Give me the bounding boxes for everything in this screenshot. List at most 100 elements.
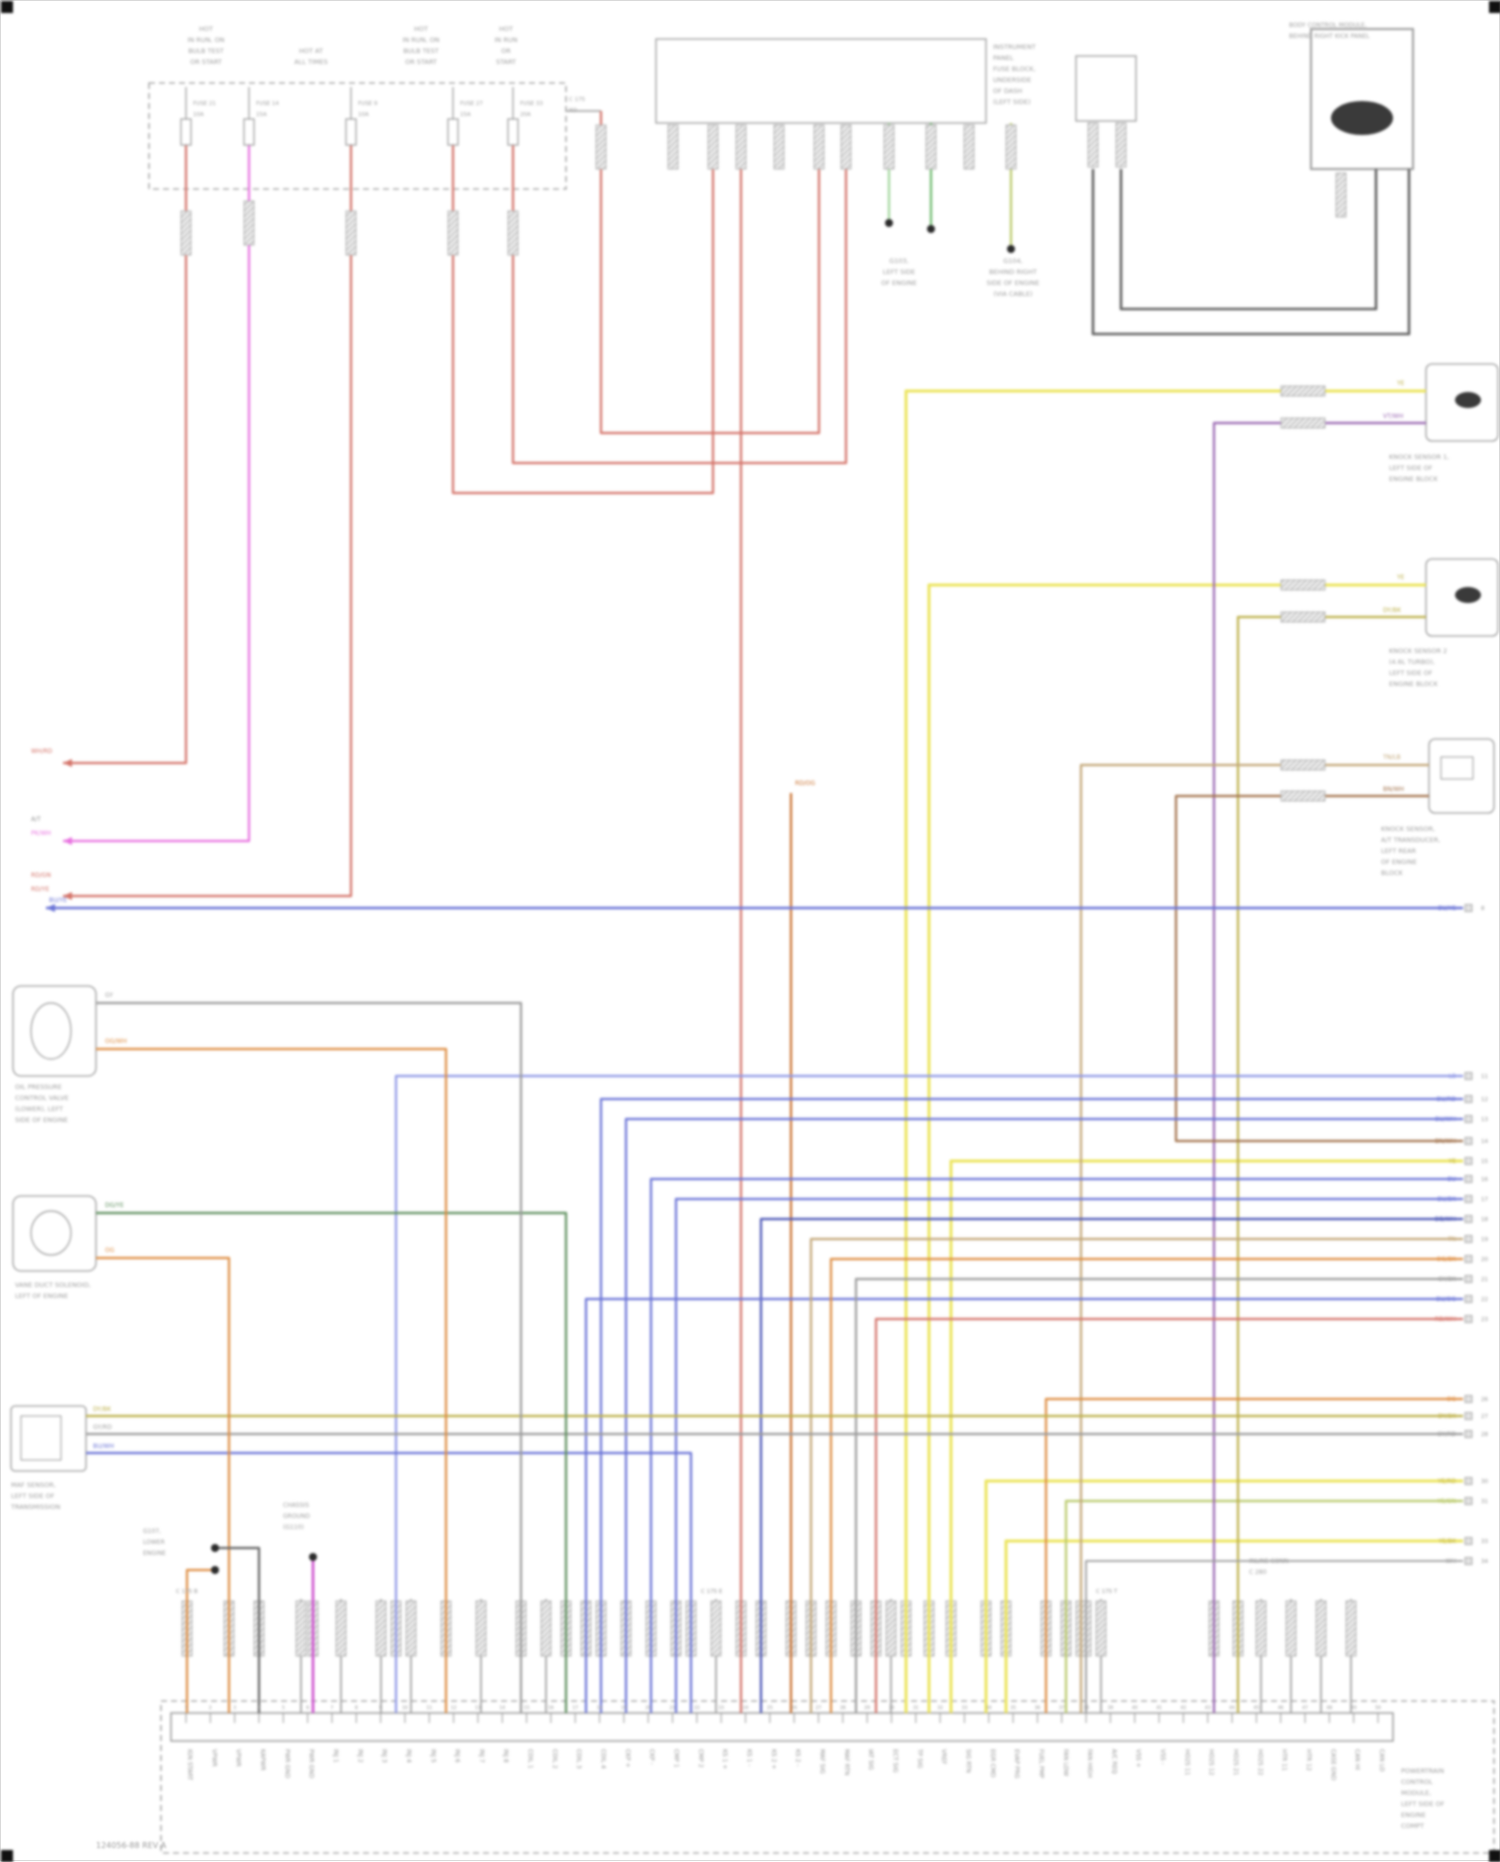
wire-orange (1044, 1397, 1463, 1713)
connector-stub (707, 124, 719, 170)
label: BULB TEST (403, 47, 439, 55)
pin-number: 8 (1481, 906, 1485, 912)
pin-number: 16 (1481, 1177, 1488, 1183)
label: OIL PRESSURE (15, 1083, 62, 1091)
connector-stub (1005, 124, 1017, 170)
label: (VIA CABLE) (993, 290, 1032, 298)
pin-number: 21 (670, 1705, 676, 1711)
pin-number: 9 (379, 1705, 382, 1711)
pin-label: INJ 3 (381, 1749, 388, 1763)
wire-code-label: DG/YE (105, 1202, 124, 1209)
label: 20A (520, 112, 531, 118)
solenoid-box (12, 1195, 97, 1272)
pin-number: 11 (426, 1705, 432, 1711)
label: 10A (358, 112, 369, 118)
wire-code-label: BU/YE (1438, 905, 1456, 912)
pin-number: 40 (1132, 1705, 1138, 1711)
pin-label: PWR GND (283, 1749, 290, 1779)
wire-code-label: BU/RD (1437, 1096, 1457, 1103)
pin-number: 35 (1010, 1705, 1016, 1711)
wire-blue (599, 1097, 1463, 1713)
pcm-pin (1464, 1557, 1473, 1565)
label: 15A (256, 112, 267, 118)
label: CONTROL (1401, 1778, 1433, 1786)
pin-number: 8 (355, 1705, 358, 1711)
wire-code-label: GY/RD (93, 1424, 112, 1431)
wire-brown (1174, 794, 1463, 1143)
pcm-pin (1464, 1157, 1473, 1165)
connector-stub (735, 124, 747, 170)
label: G107, (143, 1528, 161, 1535)
wire-blue (86, 1451, 693, 1713)
label: BLOCK (1381, 869, 1404, 877)
wire-red (874, 1317, 1463, 1713)
label: (LEFT SIDE) (993, 98, 1031, 106)
label: SIDE OF ENGINE (15, 1116, 68, 1124)
pin-number: 49 (1351, 1705, 1357, 1711)
pin-number: 37 (1059, 1705, 1065, 1711)
wire-red (63, 145, 353, 898)
pin-number: 19 (621, 1705, 627, 1711)
pcm-pin (1464, 904, 1473, 912)
pin-label: VPWR (210, 1749, 217, 1767)
label: (G110) (283, 1524, 304, 1531)
wire-orange (185, 1568, 215, 1713)
pin-label: EGR CMD (989, 1749, 996, 1778)
label: IN RUN, ON (402, 36, 439, 44)
wire-code-label: PK/WH (31, 830, 51, 837)
pin-number: 19 (1481, 1237, 1488, 1243)
label: KNOCK SENSOR 2 (1389, 647, 1447, 655)
pin-label: FAN HIGH (1086, 1749, 1093, 1778)
wire-code-label: BN/WH (1383, 786, 1404, 793)
corner-mark (1, 1, 13, 13)
knock-sensor-3-box (1428, 738, 1495, 814)
label: G103, (889, 257, 909, 265)
pin-number: 18 (1481, 1217, 1488, 1223)
corner-mark (1, 1850, 13, 1862)
connector-stub (1280, 579, 1326, 591)
wire-pink (63, 145, 251, 843)
label: BEHIND RIGHT (989, 268, 1037, 276)
pin-number: 7 (331, 1705, 334, 1711)
wire-code-label: OG/BK (1437, 1256, 1458, 1263)
wire-code-label: OG (105, 1247, 115, 1254)
pin-label: HO2S 21 (1232, 1749, 1239, 1776)
connector-stub (1255, 1600, 1267, 1657)
wire-yellow (1004, 1539, 1463, 1713)
logo-module-box (1310, 28, 1414, 170)
connector-stub (345, 210, 357, 256)
label: LEFT SIDE (883, 268, 916, 276)
pin-number: 3 (233, 1705, 236, 1711)
wire-code-label: TN/LB (1382, 754, 1401, 761)
wire-code-label: RD/GN (31, 872, 51, 879)
pin-number: 41 (1156, 1705, 1162, 1711)
pin-label: CMP 1 (673, 1749, 680, 1768)
offpage-arrow (63, 837, 72, 845)
pin-label: HO2S 12 (1208, 1749, 1215, 1776)
pin-number: 1 (185, 1705, 188, 1711)
pin-label: COIL 2 (551, 1749, 558, 1769)
label: OF ENGINE (1381, 858, 1417, 866)
wire-blue (624, 1117, 1463, 1713)
label: MODULE, (1401, 1789, 1431, 1797)
pin-number: 23 (1481, 1317, 1488, 1323)
pin-number: 22 (694, 1705, 700, 1711)
pin-label: PWR GND (308, 1749, 315, 1779)
wire-code-label: VT/WH (1383, 413, 1403, 420)
pin-number: 13 (1481, 1117, 1488, 1123)
connector-stub (840, 124, 852, 170)
fuse (243, 118, 255, 146)
pin-number: 16 (548, 1705, 554, 1711)
connector-stub (773, 124, 785, 170)
wire-code-label: GY/BK (1438, 1276, 1457, 1283)
wire-gray (1085, 1560, 1463, 1713)
label: RD (569, 108, 577, 114)
wire-code-label: YE (1396, 380, 1405, 387)
label: INLINE CONN (1249, 1558, 1288, 1565)
label: UNDERSIDE (993, 76, 1031, 84)
pin-number: 33 (1481, 1539, 1488, 1545)
wire-code-label: LB (1449, 1073, 1456, 1080)
pcm-connector-bar (170, 1712, 1394, 1742)
label: FUSE 9 (358, 101, 378, 107)
label: ENGINE BLOCK (1389, 475, 1438, 483)
